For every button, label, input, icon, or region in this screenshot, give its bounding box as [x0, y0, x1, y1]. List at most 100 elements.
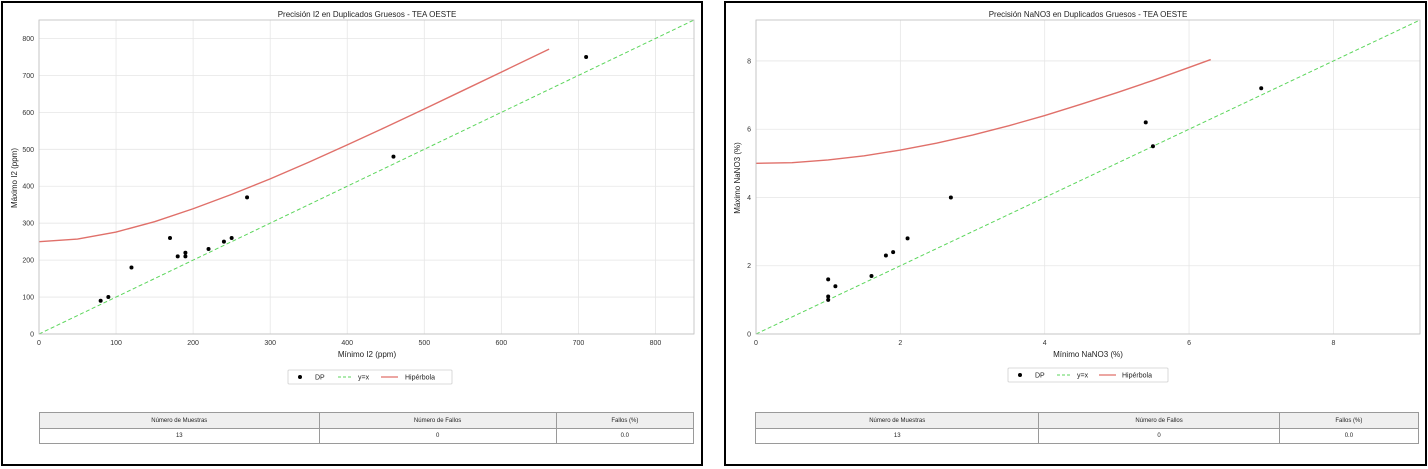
data-point	[826, 294, 831, 299]
y-axis-label: Máximo NaNO3 (%)	[733, 142, 742, 214]
x-tick-label: 600	[496, 340, 508, 347]
data-point	[129, 265, 134, 270]
legend-yx-label: y=x	[358, 375, 370, 382]
data-point	[221, 239, 226, 244]
y-tick-label: 100	[22, 295, 34, 302]
summary-value-row: 13 0 0.0	[39, 428, 695, 444]
data-point	[98, 298, 103, 303]
legend-frame	[1007, 367, 1169, 383]
y-tick-label: 400	[22, 184, 34, 191]
header-num-muestras: Número de Muestras	[754, 412, 1040, 429]
y-tick-label: 500	[22, 147, 34, 154]
summary-table: Número de Muestras Número de Fallos Fall…	[754, 412, 1420, 444]
data-point	[183, 254, 188, 259]
y-tick-label: 600	[22, 110, 34, 117]
data-point	[826, 277, 831, 282]
x-tick-label: 200	[187, 340, 199, 347]
value-fallos-pct: 0.0	[555, 428, 695, 444]
x-tick-label: 300	[264, 340, 276, 347]
data-point	[229, 235, 234, 240]
chart-title: Precisión NaNO3 en Duplicados Gruesos - …	[989, 10, 1188, 19]
y-tick-label: 0	[747, 332, 751, 339]
x-tick-label: 800	[650, 340, 662, 347]
header-num-fallos: Número de Fallos	[318, 412, 557, 429]
legend-frame	[287, 369, 453, 385]
hyperbola-line	[39, 48, 550, 243]
data-point	[1259, 86, 1264, 91]
header-num-fallos: Número de Fallos	[1038, 412, 1280, 429]
x-tick-label: 0	[754, 340, 758, 347]
legend: DP y=x Hipérbola	[287, 369, 453, 385]
y-tick-label: 8	[747, 58, 751, 65]
y-tick-label: 2	[747, 263, 751, 270]
value-num-muestras: 13	[754, 428, 1040, 444]
value-num-fallos: 0	[1038, 428, 1280, 444]
data-point	[168, 235, 172, 240]
chart-panel-nano3: Precisión NaNO3 en Duplicados Gruesos - …	[724, 1, 1427, 466]
x-axis-label: Mínimo NaNO3 (%)	[1053, 350, 1123, 359]
data-point	[206, 247, 211, 252]
legend-dp-label: DP	[315, 375, 325, 382]
x-axis-label: Mínimo I2 (ppm)	[338, 350, 397, 359]
scatter-chart-i2: Precisión I2 en Duplicados Gruesos - TEA…	[10, 10, 695, 385]
y-tick-label: 4	[747, 195, 751, 202]
plot-area: 0 2 4 6 8 0 2 4 6 8	[747, 19, 1421, 347]
data-point	[869, 273, 874, 278]
data-point	[183, 250, 188, 255]
legend-dp-marker	[1018, 373, 1022, 377]
x-tick-label: 500	[418, 340, 430, 347]
data-point	[391, 154, 396, 159]
data-point	[948, 195, 953, 200]
x-tick-label: 4	[1043, 340, 1047, 347]
plot-frame	[755, 19, 1421, 335]
y-axis-label: Máximo I2 (ppm)	[10, 148, 19, 208]
value-num-muestras: 13	[39, 428, 320, 444]
x-tick-label: 8	[1331, 340, 1335, 347]
x-tick-label: 2	[898, 340, 902, 347]
header-fallos-pct: Fallos (%)	[555, 412, 695, 429]
data-point	[1143, 120, 1148, 125]
y-tick-label: 700	[22, 73, 34, 80]
legend-hiperbola-label: Hipérbola	[1122, 373, 1152, 380]
y-tick-label: 800	[22, 36, 34, 43]
legend: DP y=x Hipérbola	[1007, 367, 1169, 383]
series-group	[756, 20, 1420, 334]
data-point	[905, 236, 910, 241]
data-point	[826, 297, 831, 302]
plot-background	[39, 20, 694, 334]
x-tick-label: 400	[341, 340, 353, 347]
value-fallos-pct: 0.0	[1278, 428, 1420, 444]
data-point	[175, 254, 180, 259]
summary-value-row: 13 0 0.0	[754, 428, 1420, 444]
y-tick-label: 300	[22, 221, 34, 228]
y-tick-label: 200	[22, 258, 34, 265]
plot-area: 0 100 200 300 400 500 600 700 800 0 100 200 300 400 50…	[22, 19, 695, 347]
y-tick-label: 6	[747, 127, 751, 134]
data-point	[106, 295, 111, 300]
chart-title: Precisión I2 en Duplicados Gruesos - TEA…	[278, 10, 457, 19]
x-tick-label: 0	[37, 340, 41, 347]
identity-line	[39, 20, 694, 334]
data-point	[245, 195, 250, 200]
y-tick-label: 0	[30, 332, 34, 339]
x-tick-label: 100	[110, 340, 122, 347]
data-point	[584, 54, 589, 59]
value-num-fallos: 0	[318, 428, 557, 444]
legend-dp-marker	[298, 375, 302, 379]
identity-line	[756, 20, 1420, 334]
data-point	[1150, 144, 1155, 149]
hyperbola-line	[756, 58, 1211, 165]
legend-hiperbola-label: Hipérbola	[405, 375, 435, 382]
x-tick-label: 700	[573, 340, 585, 347]
summary-header-row: Número de Muestras Número de Fallos Fall…	[39, 412, 695, 429]
legend-dp-label: DP	[1035, 373, 1045, 380]
scatter-chart-nano3: Precisión NaNO3 en Duplicados Gruesos - …	[733, 10, 1421, 383]
summary-table: Número de Muestras Número de Fallos Fall…	[39, 412, 695, 444]
data-point	[883, 253, 888, 258]
header-num-muestras: Número de Muestras	[39, 412, 320, 429]
data-point	[833, 284, 838, 289]
series-group	[39, 20, 694, 334]
plot-frame	[38, 19, 695, 335]
data-point	[891, 250, 896, 255]
chart-panel-i2: Precisión I2 en Duplicados Gruesos - TEA…	[1, 1, 703, 466]
